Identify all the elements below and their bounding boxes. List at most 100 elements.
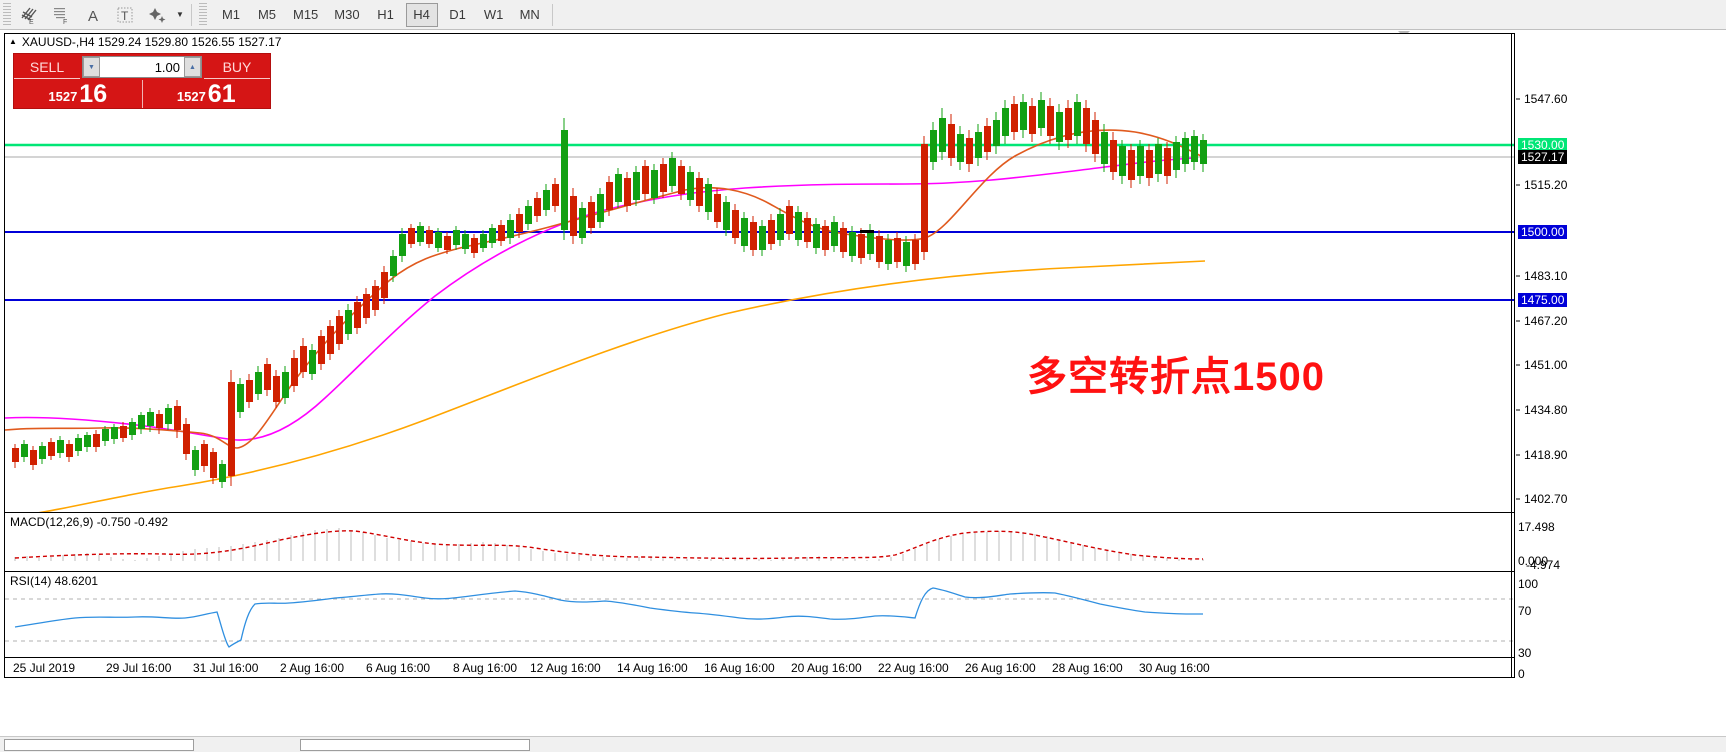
time-label: 14 Aug 16:00 [617, 661, 688, 675]
chart-window[interactable]: ▲ XAUUSD-,H4 1529.24 1529.80 1526.55 152… [4, 33, 1515, 678]
current-price-badge: 1527.17 [1518, 150, 1568, 164]
objects-icon[interactable] [142, 2, 172, 28]
chart-annotation-text: 多空转折点1500 [1027, 355, 1325, 399]
price-label: 1418.90 [1524, 448, 1568, 462]
svg-text:E: E [29, 19, 34, 25]
price-tick [1516, 184, 1520, 186]
tab-timeframe-h4[interactable]: H4 [405, 2, 438, 27]
buy-price[interactable]: 1527 61 [141, 80, 271, 108]
level-badge-1500: 1500.00 [1518, 225, 1568, 239]
time-label: 6 Aug 16:00 [366, 661, 431, 675]
rsi-scale-0: 0 [1518, 667, 1525, 681]
price-label: 1467.20 [1524, 314, 1568, 328]
tab-timeframe-h1[interactable]: H1 [377, 7, 394, 22]
expert-advisors-icon[interactable]: E [14, 2, 44, 28]
svg-text:F: F [63, 19, 67, 25]
time-label: 8 Aug 16:00 [453, 661, 518, 675]
text-tool-icon[interactable]: A [78, 2, 108, 28]
rsi-scale-30: 30 [1518, 646, 1532, 660]
one-click-trading-panel[interactable]: SELL ▼ 1.00 ▲ BUY 1527 16 1527 61 [13, 53, 271, 109]
tab-timeframe-m1[interactable]: M1 [221, 7, 241, 22]
text-label-icon[interactable]: T [110, 2, 140, 28]
volume-input[interactable]: 1.00 [154, 59, 180, 75]
tab-timeframe-mn[interactable]: MN [519, 7, 540, 22]
time-label: 30 Aug 16:00 [1139, 661, 1210, 675]
tab-timeframe-m5[interactable]: M5 [257, 7, 277, 22]
macd-scale-zero: 0.000 [1518, 554, 1549, 568]
time-label: 20 Aug 16:00 [791, 661, 862, 675]
buy-price-integer: 1527 [176, 89, 206, 104]
sell-price[interactable]: 1527 16 [14, 80, 142, 108]
time-axis: 25 Jul 2019 29 Jul 16:00 31 Jul 16:00 2 … [5, 657, 1514, 677]
volume-decrement-icon[interactable]: ▼ [83, 57, 100, 77]
rsi-scale-70: 70 [1518, 604, 1532, 618]
price-label: 1547.60 [1524, 92, 1568, 106]
tab-timeframe-m15[interactable]: M15 [293, 7, 319, 22]
timeframe-button-group: M1 M5 M15 M30 H1 H4 D1 W1 MN [213, 2, 548, 27]
volume-increment-icon[interactable]: ▲ [184, 57, 201, 77]
rsi-scale-100: 100 [1518, 577, 1539, 591]
toolbar-separator-end [551, 3, 553, 26]
price-label: 1483.10 [1524, 269, 1568, 283]
one-click-top-row: SELL ▼ 1.00 ▲ BUY [14, 54, 270, 80]
time-label: 26 Aug 16:00 [965, 661, 1036, 675]
price-tick [1516, 98, 1520, 100]
time-label: 12 Aug 16:00 [530, 661, 601, 675]
tab-timeframe-m30[interactable]: M30 [334, 7, 360, 22]
time-label: 22 Aug 16:00 [878, 661, 949, 675]
macd-scale-min: -4.974 [1526, 558, 1561, 572]
macd-pane[interactable]: MACD(12,26,9) -0.750 -0.492 [5, 512, 1514, 571]
sell-button[interactable]: SELL [14, 55, 80, 79]
ma-slow-line [38, 260, 1206, 512]
price-tick [1516, 409, 1520, 411]
one-click-price-row: 1527 16 1527 61 [14, 80, 270, 108]
rsi-plot [5, 572, 1514, 657]
tab-timeframe-d1[interactable]: D1 [449, 7, 466, 22]
svg-text:T: T [121, 9, 129, 23]
price-label: 1451.00 [1524, 358, 1568, 372]
price-pane[interactable]: 多空转折点1500 [5, 48, 1514, 512]
price-tick [1516, 498, 1520, 500]
price-marker [860, 230, 874, 233]
symbol-ohlc-bar: ▲ XAUUSD-,H4 1529.24 1529.80 1526.55 152… [5, 34, 281, 49]
svg-text:A: A [88, 8, 98, 25]
time-label: 31 Jul 16:00 [193, 661, 259, 675]
symbol-ohlc-text: XAUUSD-,H4 1529.24 1529.80 1526.55 1527.… [21, 34, 282, 49]
price-plot [5, 48, 1514, 512]
sell-price-decimal: 16 [79, 80, 108, 108]
tab-timeframe-w1[interactable]: W1 [483, 7, 504, 22]
price-label: 1402.70 [1524, 492, 1568, 506]
buy-price-decimal: 61 [207, 80, 236, 108]
ma-fast-line [5, 129, 1206, 449]
time-label: 28 Aug 16:00 [1052, 661, 1123, 675]
price-label: 1515.20 [1524, 178, 1568, 192]
sell-price-integer: 1527 [48, 89, 78, 104]
scrollbar-thumb-right[interactable] [300, 739, 530, 751]
price-axis-separator [1511, 33, 1512, 678]
main-toolbar: E F A T [0, 0, 1726, 30]
timeframe-drag-handle[interactable] [199, 2, 207, 27]
chart-expand-arrow-icon[interactable]: ▲ [9, 37, 17, 46]
ask-price-badge: 1530.00 [1518, 138, 1568, 152]
macd-signal-line [14, 530, 1204, 560]
buy-button[interactable]: BUY [204, 55, 270, 79]
time-label: 16 Aug 16:00 [704, 661, 775, 675]
scrollbar-thumb-left[interactable] [4, 739, 194, 751]
price-tick [1516, 364, 1520, 366]
time-label: 29 Jul 16:00 [106, 661, 172, 675]
objects-dropdown-caret-icon[interactable]: ▼ [176, 10, 184, 19]
rsi-pane[interactable]: RSI(14) 48.6201 [5, 571, 1514, 657]
price-axis[interactable]: 1547.60 1530.00 1527.17 1515.20 1500.00 … [1516, 33, 1726, 681]
candlestick-series [12, 92, 1207, 488]
macd-plot [5, 513, 1514, 571]
toolbar-drag-handle[interactable] [3, 2, 11, 27]
indicators-icon[interactable]: F [46, 2, 76, 28]
price-tick [1516, 454, 1520, 456]
volume-stepper[interactable]: ▼ 1.00 ▲ [82, 56, 202, 78]
horizontal-scrollbar[interactable] [0, 736, 1726, 752]
macd-scale-max: 17.498 [1518, 520, 1555, 534]
price-label: 1434.80 [1524, 403, 1568, 417]
macd-histogram [14, 528, 1204, 561]
toolbar-separator [191, 3, 192, 26]
